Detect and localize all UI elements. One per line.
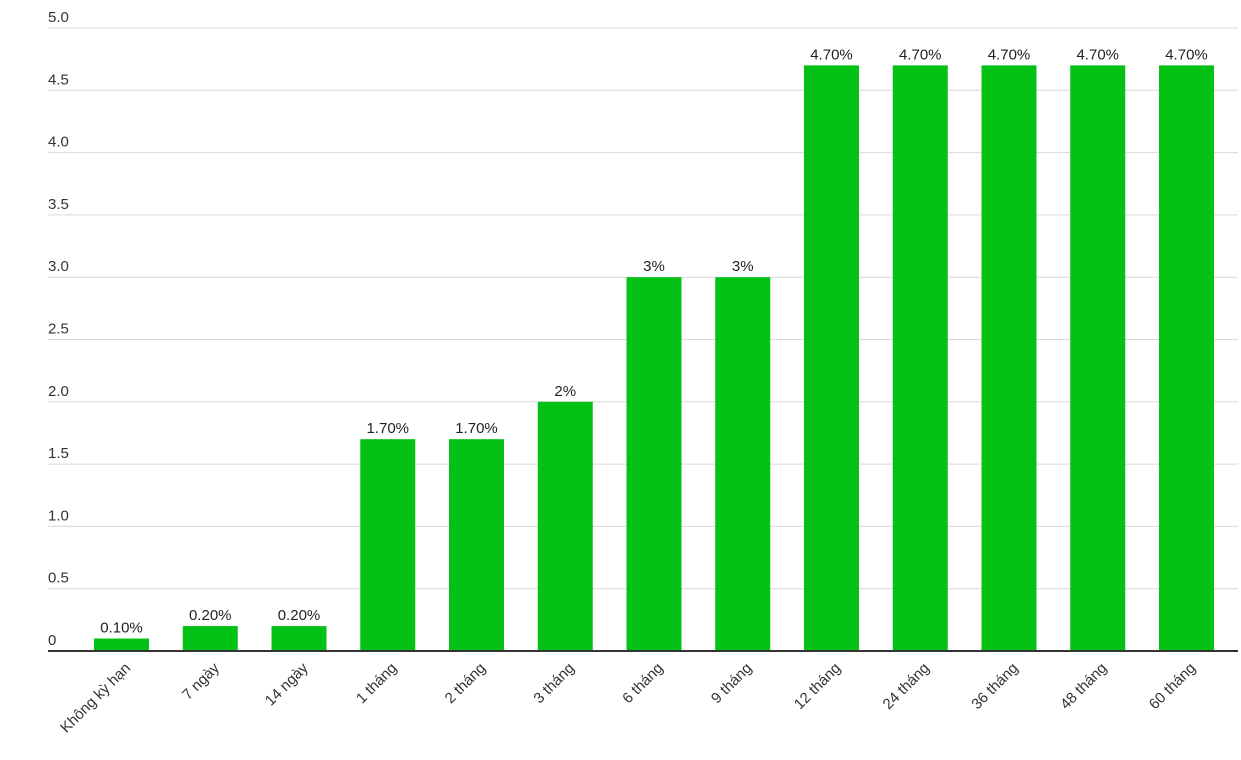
x-tick-label-4: 2 tháng: [442, 660, 489, 707]
y-axis-ticks: 0 0.5 1.0 1.5 2.0 2.5 3.0 3.5 4.0 4.5 5.0: [48, 9, 69, 649]
y-tick-label: 0: [48, 632, 56, 649]
data-label-4: 1.70%: [455, 420, 498, 437]
data-label-1: 0.20%: [189, 607, 232, 624]
bar-7: [715, 277, 771, 651]
y-tick-label: 0.5: [48, 570, 69, 587]
bar-0: [94, 638, 149, 651]
data-label-12: 4.70%: [1165, 46, 1208, 63]
y-tick-label: 2.5: [48, 321, 69, 338]
data-label-5: 2%: [554, 383, 576, 400]
x-axis-ticks: Không kỳ hạn 7 ngày 14 ngày 1 tháng 2 tháng 3…: [57, 659, 1199, 736]
x-tick-label-10: 36 tháng: [968, 660, 1021, 713]
y-tick-label: 1.5: [48, 445, 69, 462]
x-tick-label-2: 14 ngày: [262, 659, 312, 709]
data-label-7: 3%: [732, 258, 754, 275]
y-tick-label: 4.0: [48, 134, 69, 151]
y-tick-label: 5.0: [48, 9, 69, 26]
x-tick-label-0: Không kỳ hạn: [57, 660, 134, 737]
data-label-8: 4.70%: [810, 46, 853, 63]
data-labels: 0.10% 0.20% 0.20% 1.70% 1.70% 2% 3% 3% 4.70% 4.70…: [100, 46, 1208, 636]
y-tick-label: 3.0: [48, 258, 69, 275]
x-tick-label-9: 24 tháng: [880, 660, 933, 713]
bar-4: [449, 439, 504, 651]
x-tick-label-8: 12 tháng: [791, 660, 844, 713]
bar-9: [892, 65, 948, 651]
y-tick-label: 1.0: [48, 507, 69, 524]
data-label-9: 4.70%: [899, 46, 942, 63]
x-tick-label-7: 9 tháng: [708, 660, 755, 707]
bar-1: [182, 626, 238, 651]
bar-12: [1159, 65, 1214, 651]
data-label-3: 1.70%: [366, 420, 409, 437]
bars: [94, 65, 1214, 651]
bar-8: [804, 65, 859, 651]
data-label-2: 0.20%: [278, 607, 321, 624]
data-label-6: 3%: [643, 258, 665, 275]
bar-2: [271, 626, 327, 651]
data-label-11: 4.70%: [1076, 46, 1119, 63]
y-tick-label: 4.5: [48, 71, 69, 88]
y-tick-label: 3.5: [48, 196, 69, 213]
x-tick-label-12: 60 tháng: [1146, 660, 1199, 713]
x-tick-label-3: 1 tháng: [353, 660, 400, 707]
bar-11: [1070, 65, 1126, 651]
x-tick-label-6: 6 tháng: [619, 660, 666, 707]
x-tick-label-11: 48 tháng: [1057, 660, 1110, 713]
x-tick-label-1: 7 ngày: [179, 659, 223, 703]
x-tick-label-5: 3 tháng: [530, 660, 577, 707]
bar-5: [537, 401, 593, 651]
data-label-0: 0.10%: [100, 620, 143, 637]
bar-6: [626, 277, 682, 651]
bar-3: [360, 439, 416, 651]
y-tick-label: 2.0: [48, 383, 69, 400]
data-label-10: 4.70%: [988, 46, 1031, 63]
bar-10: [981, 65, 1037, 651]
